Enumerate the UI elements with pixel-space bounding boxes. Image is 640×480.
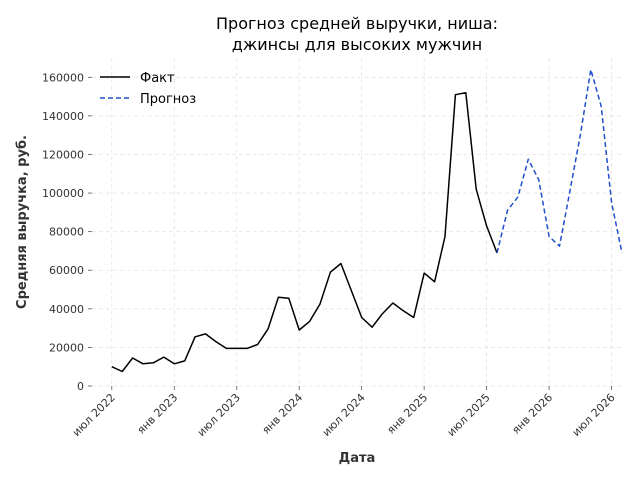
y-axis-label: Средняя выручка, руб. (15, 135, 30, 309)
legend-label-fact: Факт (140, 71, 175, 86)
y-tick-label-8: 160000 (42, 71, 84, 84)
x-tick-label-7: янв 2026 (509, 391, 555, 437)
y-tick-label-0: 0 (77, 380, 84, 393)
series-lines (111, 68, 623, 373)
chart-title-line-2: джинсы для высоких мужчин (232, 35, 482, 54)
x-tick-label-8: июл 2026 (570, 391, 618, 439)
x-tick-label-6: июл 2025 (445, 391, 493, 439)
grid (92, 58, 622, 387)
y-tick-label-1: 20000 (49, 341, 84, 354)
x-tick-label-3: янв 2024 (260, 391, 306, 437)
legend: Факт Прогноз (100, 71, 196, 107)
x-axis-label: Дата (339, 451, 376, 466)
y-tick-label-4: 80000 (49, 226, 84, 239)
x-tick-label-4: июл 2024 (320, 391, 368, 439)
x-tick-label-0: июл 2022 (70, 391, 118, 439)
x-axis-ticks: июл 2022 янв 2023 июл 2023 янв 2024 июл 2024… (70, 386, 618, 439)
y-axis-ticks: 0 20000 40000 60000 80000 100000 120000 140000 1… (42, 71, 92, 393)
y-tick-label-3: 60000 (49, 264, 84, 277)
x-tick-label-2: июл 2023 (195, 391, 243, 439)
chart-title-line-1: Прогноз средней выручки, ниша: (216, 14, 498, 33)
series-line-forecast (496, 68, 623, 254)
y-tick-label-2: 40000 (49, 303, 84, 316)
legend-label-forecast: Прогноз (140, 92, 196, 107)
x-tick-label-5: янв 2025 (384, 391, 430, 437)
y-tick-label-7: 140000 (42, 110, 84, 123)
y-tick-label-5: 100000 (42, 187, 84, 200)
y-tick-label-6: 120000 (42, 148, 84, 161)
series-line-fact (111, 91, 498, 373)
x-tick-label-1: янв 2023 (135, 391, 181, 437)
